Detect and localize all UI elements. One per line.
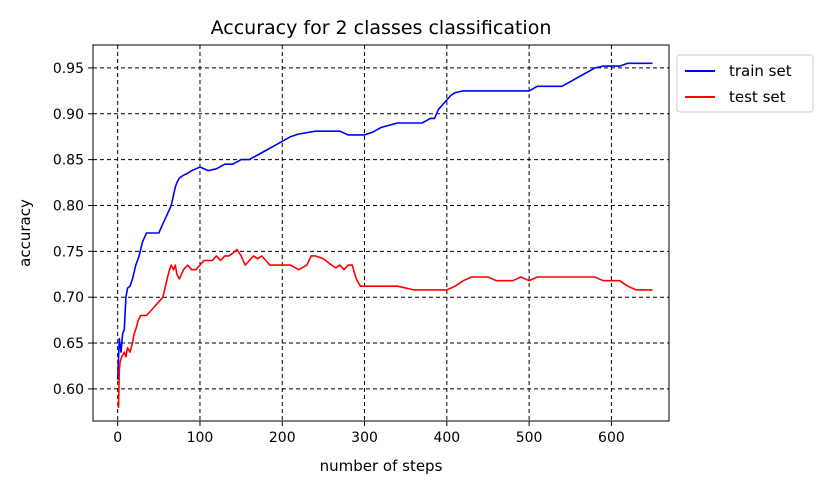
y-axis-ticks: 0.60 0.65 0.70 0.75 0.80 0.85 0.90 0.95 xyxy=(53,61,93,398)
x-axis-ticks: 0 100 200 300 400 500 600 xyxy=(113,421,625,446)
x-tick-label: 600 xyxy=(598,430,625,446)
y-tick-label: 0.65 xyxy=(53,336,84,352)
y-tick-label: 0.85 xyxy=(53,153,84,169)
x-tick-label: 500 xyxy=(516,430,543,446)
y-axis-title: accuracy xyxy=(16,199,34,267)
x-tick-label: 100 xyxy=(187,430,214,446)
y-tick-label: 0.60 xyxy=(53,382,84,398)
series-lines xyxy=(116,62,653,408)
y-tick-label: 0.75 xyxy=(53,244,84,260)
chart-title: Accuracy for 2 classes classification xyxy=(211,17,552,39)
series-line-test-set xyxy=(116,248,653,408)
plot-area-frame xyxy=(92,44,670,422)
x-tick-label: 200 xyxy=(269,430,296,446)
x-axis-title: number of steps xyxy=(320,457,443,475)
x-tick-label: 400 xyxy=(433,430,460,446)
y-tick-label: 0.70 xyxy=(53,290,84,306)
x-tick-label: 0 xyxy=(113,430,122,446)
legend: train set test set xyxy=(676,54,814,113)
grid-lines xyxy=(93,45,669,421)
legend-label-test-set: test set xyxy=(729,88,786,106)
series-line-train-set xyxy=(116,62,653,380)
legend-label-train-set: train set xyxy=(729,62,792,80)
y-tick-label: 0.80 xyxy=(53,198,84,214)
y-tick-label: 0.95 xyxy=(53,61,84,77)
x-tick-label: 300 xyxy=(351,430,378,446)
y-tick-label: 0.90 xyxy=(53,107,84,123)
